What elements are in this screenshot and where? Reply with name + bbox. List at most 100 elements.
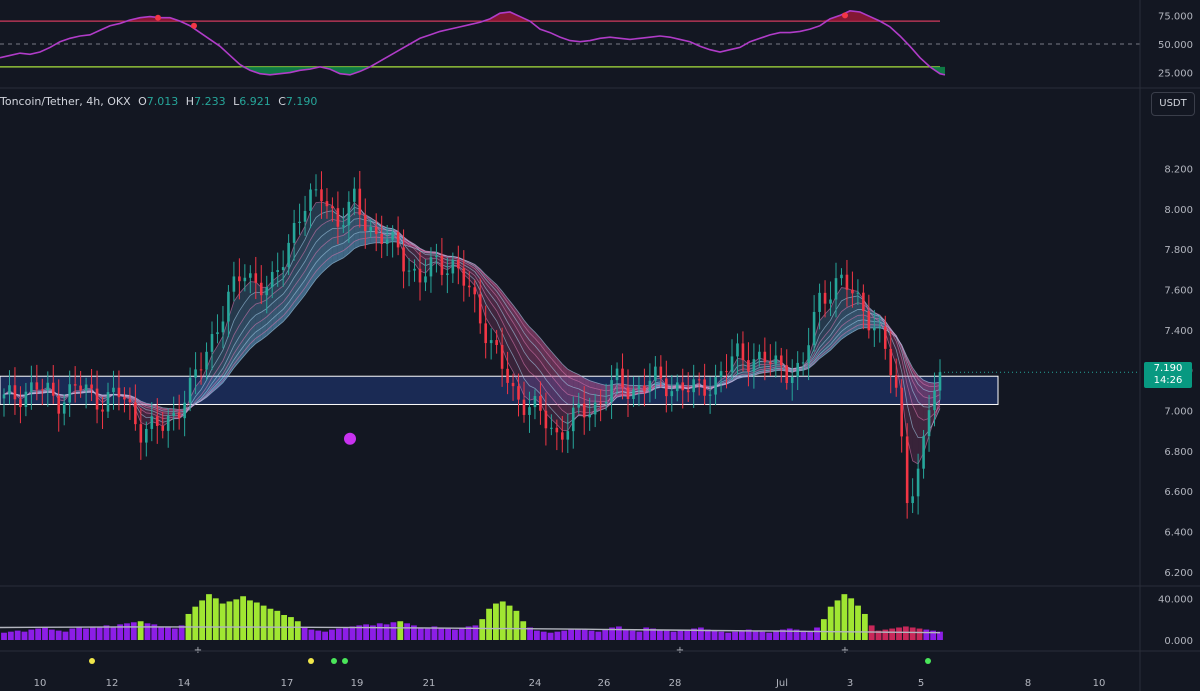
ribbon-band-segment	[474, 279, 481, 301]
ribbon-band-segment	[628, 385, 634, 389]
ribbon-band-segment	[491, 312, 497, 334]
ribbon-band-segment	[901, 358, 908, 405]
ribbon-band-segment	[299, 239, 306, 260]
candle-body	[550, 427, 553, 429]
ribbon-band-segment	[162, 418, 169, 423]
volume-bar	[458, 627, 465, 640]
candle-body	[500, 344, 504, 369]
volume-bar	[301, 627, 308, 640]
candle-body	[845, 274, 849, 290]
ribbon-band-segment	[513, 315, 519, 332]
candle-body	[139, 424, 143, 443]
ribbon-band-segment	[239, 350, 245, 362]
ribbon-band-segment	[918, 401, 924, 421]
volume-bar	[356, 625, 363, 640]
candle-body	[106, 392, 110, 412]
ribbon-band-segment	[868, 324, 875, 328]
volume-bar	[615, 626, 622, 640]
ribbon-band-segment	[343, 217, 349, 228]
candle-body	[30, 382, 33, 392]
ribbon-band-segment	[923, 406, 930, 421]
ribbon-band-segment	[573, 404, 579, 413]
volume-bar	[643, 627, 650, 640]
volume-bar	[21, 631, 28, 640]
ribbon-band-segment	[288, 245, 295, 270]
ribbon-band-segment	[863, 304, 869, 313]
ribbon-band-segment	[222, 318, 229, 351]
candle-body	[714, 377, 717, 395]
volume-bar	[7, 631, 14, 640]
time-axis[interactable]: 10 12 14 17 19 21 24 26 28 Jul 3 5 8 10	[0, 650, 1200, 689]
ribbon-band-segment	[233, 351, 240, 365]
candle-body	[429, 257, 433, 277]
ribbon-band-segment	[513, 342, 519, 367]
ribbon-band-segment	[595, 401, 601, 407]
ribbon-band-segment	[732, 358, 738, 374]
oversold-fill	[0, 66, 945, 75]
ribbon-band-segment	[496, 296, 503, 313]
candle-body	[467, 285, 471, 288]
close-label: C	[278, 95, 286, 108]
ribbon-band-segment	[852, 290, 858, 297]
candle-body	[320, 189, 323, 202]
ribbon-band-segment	[600, 383, 607, 391]
ribbon-band-segment	[918, 384, 924, 397]
volume-bar	[499, 601, 506, 640]
ribbon-band-segment	[825, 344, 831, 353]
volume-bar	[629, 630, 636, 640]
volume-bar	[233, 599, 240, 640]
ribbon-band-segment	[277, 302, 284, 315]
volume-bar	[445, 628, 451, 640]
ribbon-band-segment	[918, 416, 924, 438]
ribbon-band-segment	[929, 397, 935, 408]
ribbon-band-segment	[288, 277, 295, 296]
candle-body	[911, 496, 914, 504]
ribbon-band-segment	[507, 332, 514, 356]
volume-bar	[766, 632, 773, 640]
ribbon-band-segment	[742, 364, 749, 370]
volume-bar	[69, 628, 76, 640]
ribbon-band-segment	[562, 379, 568, 395]
candle-body	[13, 385, 17, 400]
ribbon-band-segment	[228, 359, 234, 373]
ribbon-band-segment	[244, 308, 251, 329]
candle-body	[380, 233, 383, 245]
ribbon-band-segment	[485, 276, 492, 286]
ribbon-band-segment	[469, 265, 475, 272]
volume-bar	[124, 623, 130, 640]
ribbon-band-segment	[753, 358, 760, 365]
volume-bar	[397, 621, 404, 640]
candle-body	[325, 201, 329, 207]
ribbon-band-segment	[326, 255, 333, 269]
ribbon-band-segment	[294, 295, 300, 309]
time-tick-label: 24	[529, 678, 542, 689]
currency-unit-button[interactable]: USDT	[1151, 92, 1195, 116]
price-tick-label: 6.200	[1164, 568, 1193, 579]
candle-body	[227, 291, 230, 322]
ribbon-band-segment	[836, 311, 842, 328]
ribbon-band-segment	[447, 262, 453, 268]
candle-body	[801, 362, 805, 364]
ribbon-band-segment	[212, 359, 218, 378]
ribbon-band-segment	[825, 320, 831, 336]
ribbon-ema-line	[3, 212, 941, 421]
ribbon-band-segment	[272, 282, 278, 295]
volume-bar	[308, 629, 315, 640]
ribbon-band-segment	[474, 275, 481, 291]
symbol-legend[interactable]: Toncoin/Tether, 4h, OKX O7.013 H7.233 L6…	[0, 95, 317, 108]
low-label: L	[233, 95, 240, 108]
price-pane[interactable]	[0, 170, 1140, 519]
ribbon-band-segment	[584, 399, 590, 408]
volume-moving-average	[0, 626, 941, 634]
candle-body	[353, 188, 356, 202]
time-tick-label: 10	[1093, 678, 1106, 689]
ribbon-band-segment	[294, 236, 300, 258]
candle-body	[128, 399, 132, 403]
ribbon-band-segment	[600, 395, 607, 402]
ribbon-band-segment	[206, 354, 212, 381]
volume-bar	[35, 628, 42, 640]
volume-bar	[486, 608, 492, 640]
ribbon-band-segment	[233, 310, 240, 336]
volume-bar	[96, 627, 103, 640]
